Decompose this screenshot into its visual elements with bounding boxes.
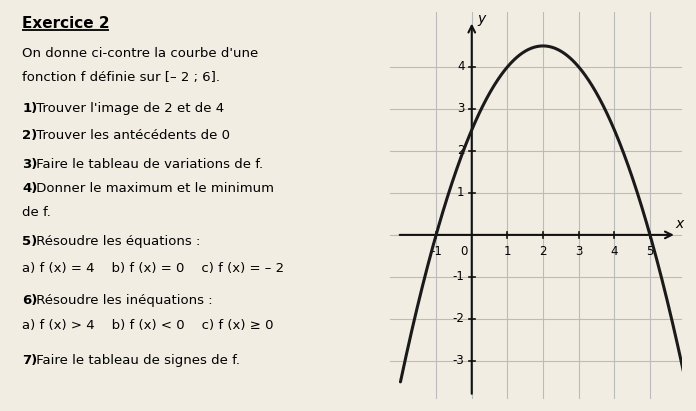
Text: -2: -2 bbox=[452, 312, 465, 326]
Text: 3): 3) bbox=[22, 158, 38, 171]
Text: x: x bbox=[675, 217, 683, 231]
Text: Donner le maximum et le minimum: Donner le maximum et le minimum bbox=[32, 182, 274, 195]
Text: 1): 1) bbox=[22, 102, 38, 115]
Text: Faire le tableau de variations de f.: Faire le tableau de variations de f. bbox=[32, 158, 263, 171]
Text: On donne ci-contre la courbe d'une: On donne ci-contre la courbe d'une bbox=[22, 47, 258, 60]
Text: Résoudre les équations :: Résoudre les équations : bbox=[32, 235, 200, 248]
Text: Trouver les antécédents de 0: Trouver les antécédents de 0 bbox=[32, 129, 230, 143]
Text: a) f (x) > 4    b) f (x) < 0    c) f (x) ≥ 0: a) f (x) > 4 b) f (x) < 0 c) f (x) ≥ 0 bbox=[22, 319, 274, 332]
Text: 4): 4) bbox=[22, 182, 38, 195]
Text: 2: 2 bbox=[539, 245, 547, 259]
Text: Résoudre les inéquations :: Résoudre les inéquations : bbox=[32, 294, 212, 307]
Text: de f.: de f. bbox=[22, 206, 51, 219]
Text: Trouver l'image de 2 et de 4: Trouver l'image de 2 et de 4 bbox=[32, 102, 224, 115]
Text: -3: -3 bbox=[453, 354, 465, 367]
Text: 1: 1 bbox=[457, 187, 465, 199]
Text: 4: 4 bbox=[610, 245, 618, 259]
Text: 5): 5) bbox=[22, 235, 38, 248]
Text: 4: 4 bbox=[457, 60, 465, 74]
Text: fonction f définie sur [– 2 ; 6].: fonction f définie sur [– 2 ; 6]. bbox=[22, 71, 220, 84]
Text: 7): 7) bbox=[22, 354, 38, 367]
Text: 2: 2 bbox=[457, 144, 465, 157]
Text: a) f (x) = 4    b) f (x) = 0    c) f (x) = – 2: a) f (x) = 4 b) f (x) = 0 c) f (x) = – 2 bbox=[22, 262, 284, 275]
Text: y: y bbox=[477, 12, 485, 25]
Text: 2): 2) bbox=[22, 129, 38, 143]
Text: -1: -1 bbox=[452, 270, 465, 284]
Text: -1: -1 bbox=[430, 245, 442, 259]
Text: 3: 3 bbox=[575, 245, 583, 259]
Text: 5: 5 bbox=[647, 245, 654, 259]
Text: 6): 6) bbox=[22, 294, 38, 307]
Text: 3: 3 bbox=[457, 102, 465, 115]
Text: Exercice 2: Exercice 2 bbox=[22, 16, 110, 31]
Text: 0: 0 bbox=[460, 245, 468, 259]
Text: Faire le tableau de signes de f.: Faire le tableau de signes de f. bbox=[32, 354, 240, 367]
Text: 1: 1 bbox=[504, 245, 511, 259]
